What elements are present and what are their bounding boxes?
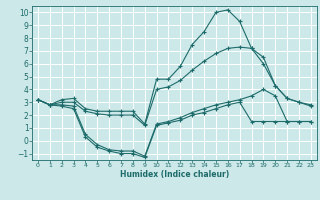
X-axis label: Humidex (Indice chaleur): Humidex (Indice chaleur)	[120, 170, 229, 179]
